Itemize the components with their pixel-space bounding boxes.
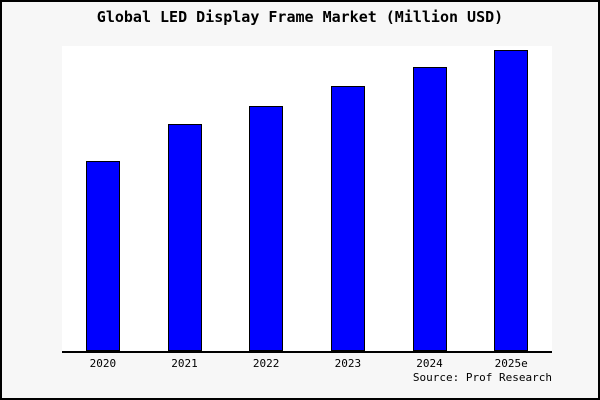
bar-2022: [249, 106, 284, 351]
bar-2023: [330, 86, 365, 351]
x-tick-2020: 2020: [89, 357, 117, 370]
x-tick-2025e: 2025e: [494, 357, 528, 370]
bar-col-2020: [62, 46, 144, 351]
bar-col-2025e: [470, 46, 552, 351]
x-tick-2024: 2024: [416, 357, 443, 370]
bar-2024: [412, 67, 447, 351]
bar-col-2024: [389, 46, 471, 351]
source-credit: Source: Prof Research: [412, 371, 552, 384]
x-tick-2022: 2022: [252, 357, 280, 370]
x-axis-labels: 2020 2021 2022 2023 2024 2025e: [62, 357, 552, 370]
plot-area: [62, 46, 552, 353]
bar-2025e: [494, 50, 529, 351]
bar-2021: [167, 124, 202, 351]
bar-col-2023: [307, 46, 389, 351]
bar-col-2022: [225, 46, 307, 351]
bar-2020: [85, 161, 120, 351]
chart-title: Global LED Display Frame Market (Million…: [96, 8, 504, 26]
bar-col-2021: [144, 46, 226, 351]
x-tick-2023: 2023: [334, 357, 362, 370]
x-tick-2021: 2021: [171, 357, 198, 370]
